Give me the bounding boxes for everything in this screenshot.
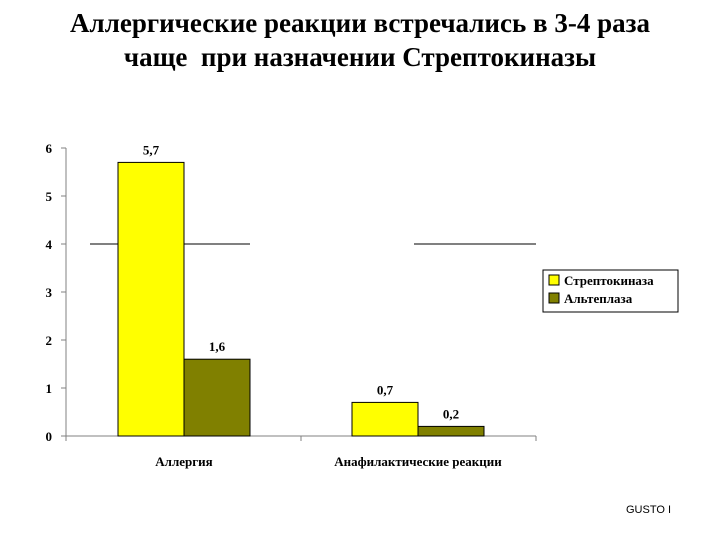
bar-value-label: 0,7	[377, 382, 394, 397]
slide-title: Аллергические реакции встречались в 3-4 …	[20, 6, 700, 74]
title-line-1: Аллергические реакции встречались в 3-4 …	[70, 8, 650, 38]
title-line-2: чаще при назначении Стрептокиназы	[123, 42, 597, 72]
chart-labels: 5,7 1,6 Аллергия 0,7 0,2 Анафилактические реа…	[143, 142, 502, 469]
legend-box	[542, 269, 679, 313]
bar-value-label: 5,7	[143, 142, 160, 157]
y-tick-label: 1	[46, 381, 53, 396]
bar	[351, 401, 419, 437]
bar-value-label: 1,6	[209, 339, 226, 354]
bar-value-label: 0,2	[443, 406, 459, 421]
legend-label: Стрептокиназа	[564, 273, 654, 288]
y-tick-label: 5	[46, 189, 53, 204]
y-tick-label: 2	[46, 333, 53, 348]
chart-legend: Стрептокиназа Альтеплаза	[542, 269, 679, 313]
y-tick-label: 6	[46, 141, 53, 156]
bar	[117, 161, 185, 437]
x-category-label: Аллергия	[155, 454, 212, 469]
footer-study-name: GUSTO I	[626, 504, 672, 516]
chart-bars	[117, 161, 485, 437]
bar	[417, 425, 485, 437]
legend-swatch	[548, 292, 560, 304]
legend-swatch	[548, 274, 560, 286]
bar	[183, 358, 251, 437]
y-tick-label: 0	[46, 429, 53, 444]
legend-label: Альтеплаза	[564, 291, 633, 306]
x-category-label: Анафилактические реакции	[334, 454, 502, 469]
y-tick-label: 3	[46, 285, 53, 300]
y-tick-label: 4	[46, 237, 53, 252]
